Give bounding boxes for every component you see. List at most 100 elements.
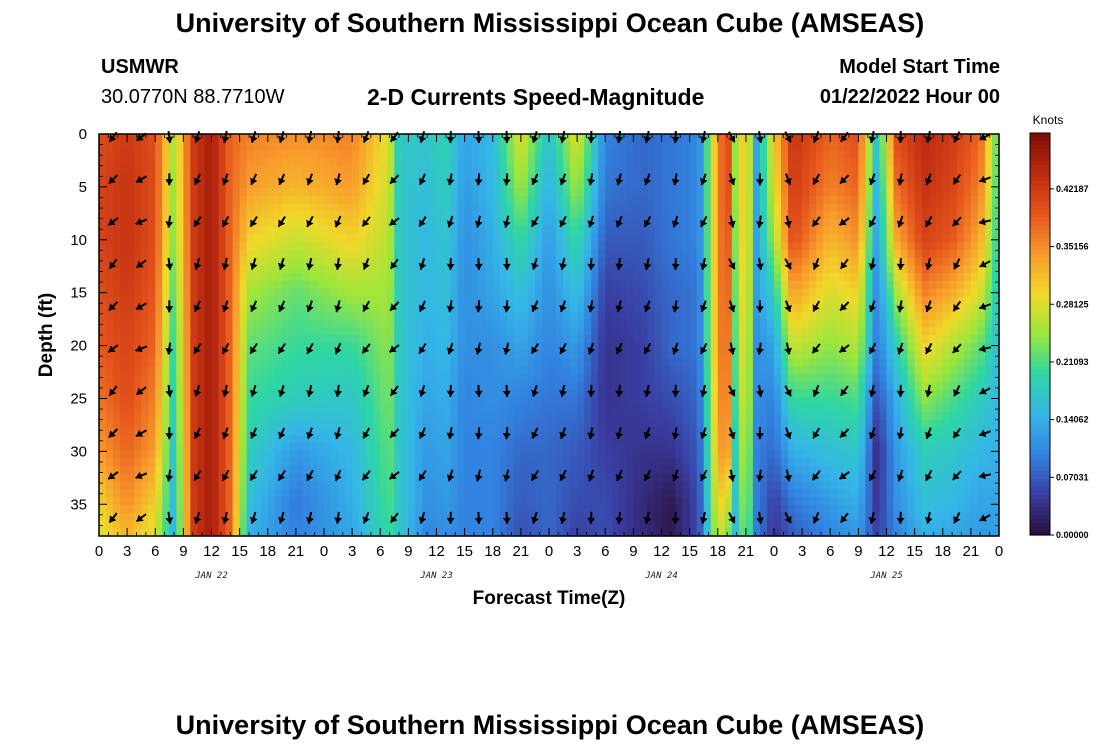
heatmap-cell <box>380 288 388 297</box>
heatmap-cell <box>380 319 388 328</box>
heatmap-cell <box>577 358 585 367</box>
heatmap-cell <box>190 528 199 537</box>
heatmap-cell <box>169 164 177 174</box>
heatmap-cell <box>549 172 557 181</box>
heatmap-cell <box>338 149 346 158</box>
plot-title: 2-D Currents Speed-Magnitude <box>367 84 705 110</box>
heatmap-cell <box>352 520 360 529</box>
heatmap-cell <box>366 242 374 251</box>
heatmap-cell <box>408 481 417 491</box>
heatmap-cell <box>633 180 642 189</box>
heatmap-cell <box>232 157 241 166</box>
heatmap-cell <box>478 188 487 197</box>
heatmap-cell <box>696 296 705 305</box>
heatmap-cell <box>605 520 613 529</box>
heatmap-cell <box>246 458 255 468</box>
heatmap-cell <box>295 203 304 212</box>
heatmap-cell <box>316 288 325 297</box>
heatmap-cell <box>148 172 156 181</box>
heatmap-cell <box>253 249 262 259</box>
heatmap-cell <box>155 234 163 243</box>
heatmap-cell <box>710 389 719 398</box>
heatmap-cell <box>577 404 585 413</box>
heatmap-cell <box>570 134 578 143</box>
heatmap-cell <box>225 219 234 228</box>
heatmap-cell <box>106 420 114 429</box>
heatmap-cell <box>422 188 431 197</box>
heatmap-cell <box>302 296 311 305</box>
heatmap-cell <box>577 481 585 491</box>
heatmap-cell <box>499 273 508 282</box>
heatmap-cell <box>570 342 578 352</box>
heatmap-cell <box>710 242 719 251</box>
heatmap-cell <box>232 420 241 429</box>
heatmap-cell <box>415 412 424 421</box>
heatmap-cell <box>401 273 409 282</box>
heatmap-cell <box>169 288 177 297</box>
heatmap-cell <box>577 242 585 251</box>
heatmap-cell <box>352 342 360 352</box>
heatmap-cell <box>359 528 367 537</box>
heatmap-cell <box>120 319 128 328</box>
heatmap-cell <box>731 141 740 151</box>
heatmap-cell <box>577 381 585 390</box>
heatmap-cell <box>570 195 578 205</box>
heatmap-cell <box>499 180 508 189</box>
heatmap-cell <box>120 280 128 290</box>
heatmap-cell <box>626 304 634 313</box>
heatmap-cell <box>204 505 213 514</box>
heatmap-cell <box>211 226 220 236</box>
heatmap-cell <box>288 319 297 328</box>
heatmap-cell <box>324 234 332 243</box>
heatmap-cell <box>260 273 269 282</box>
heatmap-cell <box>619 350 627 359</box>
heatmap-cell <box>738 219 747 228</box>
heatmap-cell <box>457 319 466 328</box>
heatmap-cell <box>549 505 557 514</box>
heatmap-cell <box>232 358 241 367</box>
heatmap-cell <box>246 466 255 475</box>
heatmap-cell <box>204 489 213 498</box>
heatmap-cell <box>113 311 121 321</box>
heatmap-cell <box>766 427 775 437</box>
heatmap-cell <box>541 497 550 506</box>
heatmap-cell <box>464 265 473 274</box>
heatmap-cell <box>647 528 656 537</box>
heatmap-cell <box>499 489 508 498</box>
heatmap-cell <box>752 474 761 483</box>
heatmap-cell <box>106 327 114 336</box>
heatmap-cell <box>640 489 649 498</box>
heatmap-cell <box>640 505 649 514</box>
heatmap-cell <box>232 141 241 151</box>
heatmap-cell <box>380 296 388 305</box>
heatmap-cell <box>556 497 564 506</box>
heatmap-cell <box>359 249 367 259</box>
heatmap-cell <box>563 427 571 437</box>
heatmap-cell <box>661 242 670 251</box>
heatmap-cell <box>443 164 452 174</box>
heatmap-cell <box>577 450 585 460</box>
heatmap-cell <box>584 141 592 151</box>
heatmap-cell <box>436 358 445 367</box>
heatmap-cell <box>295 296 304 305</box>
heatmap-cell <box>745 450 754 460</box>
heatmap-cell <box>668 288 677 297</box>
heatmap-cell <box>619 435 627 444</box>
heatmap-cell <box>218 427 227 437</box>
heatmap-cell <box>113 242 121 251</box>
heatmap-cell <box>352 365 360 375</box>
heatmap-cell <box>429 257 438 267</box>
heatmap-cell <box>759 443 768 452</box>
heatmap-cell <box>471 226 480 236</box>
heatmap-cell <box>309 327 318 336</box>
heatmap-cell <box>717 450 726 460</box>
heatmap-cell <box>106 335 114 344</box>
heatmap-cell <box>703 358 712 367</box>
heatmap-cell <box>464 203 473 212</box>
heatmap-cell <box>331 273 339 282</box>
heatmap-cell <box>253 149 262 158</box>
heatmap-cell <box>331 389 339 398</box>
heatmap-cell <box>647 180 656 189</box>
heatmap-cell <box>106 149 114 158</box>
heatmap-cell <box>605 466 613 475</box>
